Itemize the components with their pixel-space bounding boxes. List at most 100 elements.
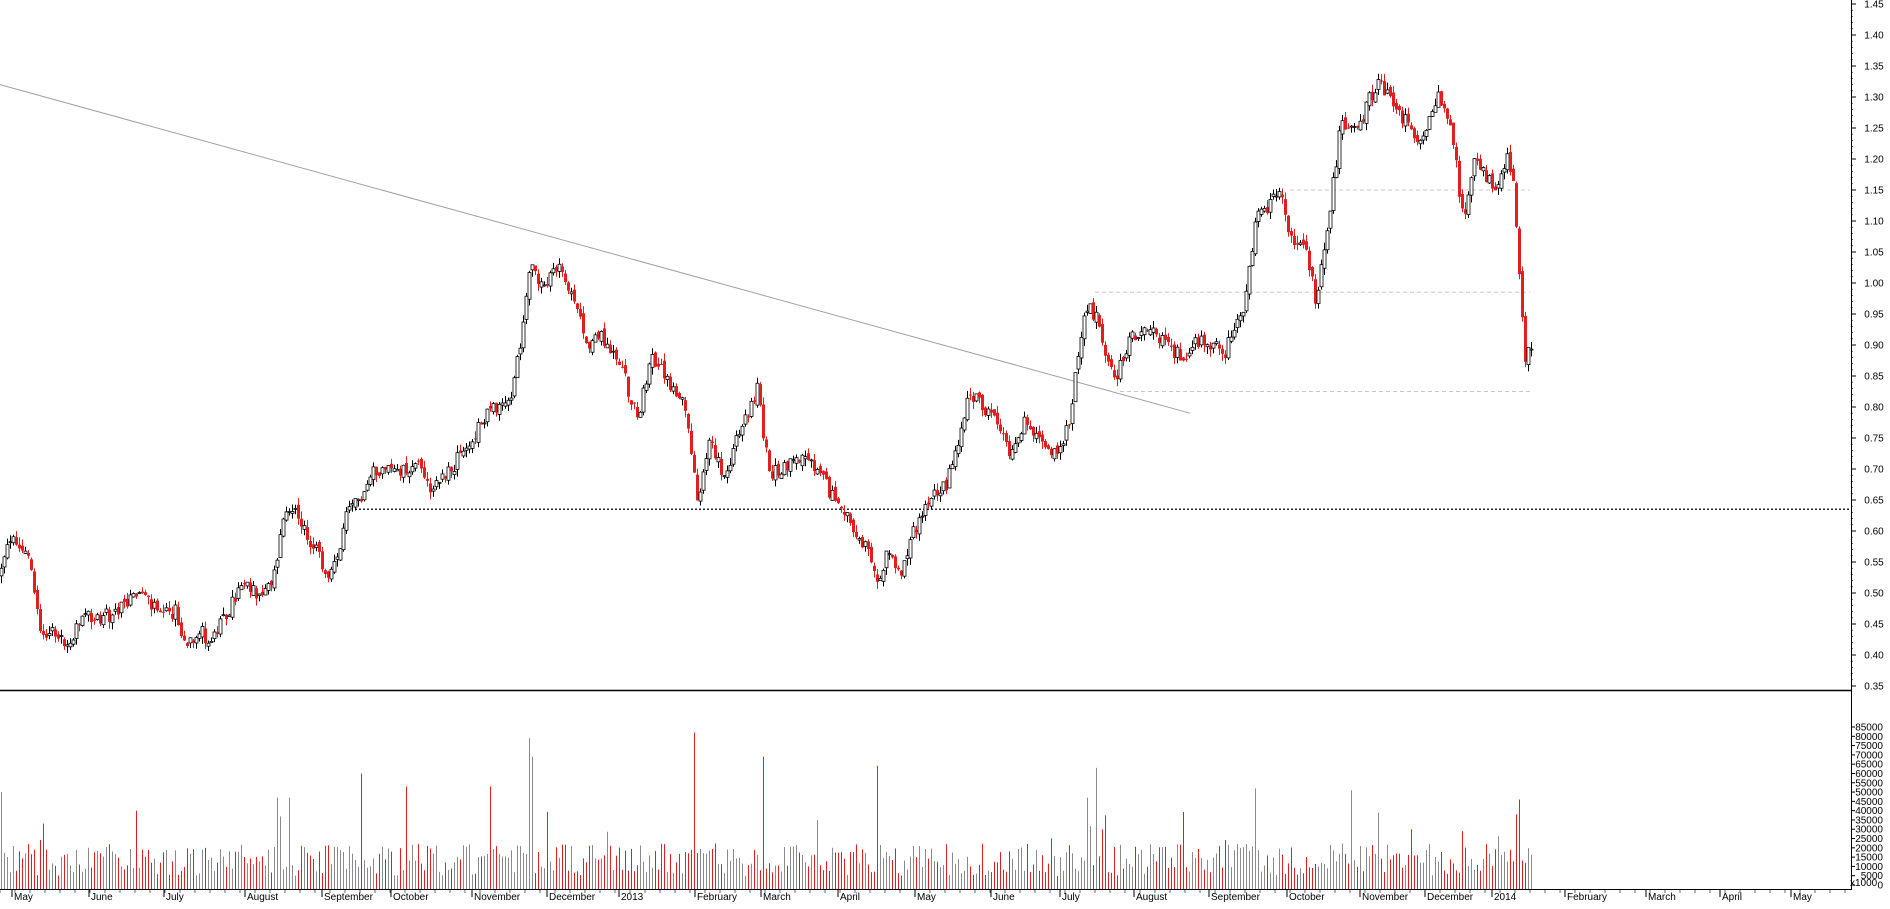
candle-body <box>936 490 939 496</box>
candle-body <box>567 282 570 291</box>
candle-body <box>897 567 900 570</box>
candle-body <box>1509 151 1512 172</box>
candle-body <box>431 488 436 492</box>
volume-tick-label: 35000 <box>1855 815 1883 826</box>
candle-body <box>1461 194 1464 209</box>
candle-body <box>249 582 252 592</box>
candle-body <box>42 630 45 635</box>
candle-body <box>807 453 810 460</box>
month-label: October <box>1289 892 1325 903</box>
candle-body <box>663 360 666 379</box>
candle-body <box>660 364 663 366</box>
candle-body <box>68 642 73 648</box>
price-tick-label: 0.70 <box>1864 465 1884 476</box>
candle-body <box>1226 337 1231 359</box>
price-tick-label: 0.45 <box>1864 620 1884 631</box>
candle-body <box>803 456 808 460</box>
candle-body <box>1139 331 1144 336</box>
candle-body <box>164 607 169 612</box>
candle-body <box>480 422 483 425</box>
candle-body <box>434 480 439 488</box>
price-panel <box>0 73 1851 653</box>
trend-line <box>0 84 1191 414</box>
candle-body <box>21 545 24 551</box>
candle-body <box>1068 424 1071 426</box>
candle-body <box>947 468 952 489</box>
candle-body <box>863 541 868 547</box>
candle-body <box>251 585 256 596</box>
candle-body <box>743 414 748 425</box>
candle-body <box>1424 129 1429 137</box>
candle-body <box>474 438 477 440</box>
candle-body <box>1211 342 1216 349</box>
candle-body <box>1337 130 1342 169</box>
candle-body <box>378 472 381 476</box>
candle-body <box>894 556 897 569</box>
candle-body <box>1352 126 1357 128</box>
candle-body <box>788 458 793 472</box>
volume-tick-label: 5000 <box>1861 871 1884 882</box>
candle-body <box>1056 445 1059 454</box>
candle-body <box>297 504 300 519</box>
month-label: April <box>840 892 860 903</box>
candle-body <box>1376 79 1381 90</box>
candle-body <box>671 386 676 392</box>
candle-body <box>1347 127 1350 129</box>
price-tick-label: 0.50 <box>1864 589 1884 600</box>
candle-body <box>1479 158 1482 170</box>
candle-body <box>984 407 987 416</box>
candle-body <box>59 635 64 637</box>
candle-body <box>230 596 235 618</box>
candle-body <box>360 499 363 502</box>
candle-body <box>905 555 910 560</box>
candle-body <box>123 598 126 602</box>
candle-body <box>1047 445 1050 449</box>
candle-body <box>390 463 393 468</box>
candle-body <box>126 598 129 607</box>
candle-body <box>1284 199 1287 215</box>
candle-body <box>1515 183 1518 227</box>
month-label: September <box>324 892 374 903</box>
candle-body <box>915 529 918 533</box>
candle-body <box>1344 117 1347 130</box>
candle-body <box>1521 271 1524 318</box>
candle-body <box>399 468 402 476</box>
candle-body <box>476 422 481 443</box>
candle-body <box>221 614 226 617</box>
candle-body <box>861 536 864 548</box>
candle-body <box>467 445 472 450</box>
candle-body <box>1250 250 1255 266</box>
candle-body <box>405 463 408 474</box>
price-tick-label: 1.15 <box>1864 186 1884 197</box>
candle-body <box>245 581 250 587</box>
candle-body <box>867 541 870 549</box>
candle-body <box>141 591 144 594</box>
candle-body <box>1362 119 1365 122</box>
candle-body <box>78 623 81 625</box>
candle-body <box>371 466 376 480</box>
candle-body <box>147 595 150 597</box>
candle-body <box>941 481 946 492</box>
candle-body <box>497 403 502 415</box>
candle-body <box>624 365 627 374</box>
candle-body <box>932 489 937 497</box>
month-label: October <box>393 892 429 903</box>
candle-body <box>1395 102 1398 110</box>
candle-body <box>162 611 165 613</box>
candle-body <box>1496 184 1501 189</box>
candle-body <box>420 458 423 469</box>
month-label: April <box>1722 892 1742 903</box>
candle-body <box>959 427 964 448</box>
candle-body <box>1232 329 1237 338</box>
candle-body <box>1383 81 1386 96</box>
price-tick-label: 0.35 <box>1864 682 1884 693</box>
candle-body <box>1455 146 1458 161</box>
candle-body <box>1319 264 1324 288</box>
candle-body <box>99 614 102 624</box>
candle-body <box>1266 207 1269 214</box>
candle-body <box>1026 417 1029 425</box>
candle-body <box>993 409 996 416</box>
candle-body <box>585 336 588 344</box>
candle-body <box>1185 358 1188 360</box>
candle-body <box>1302 239 1305 245</box>
